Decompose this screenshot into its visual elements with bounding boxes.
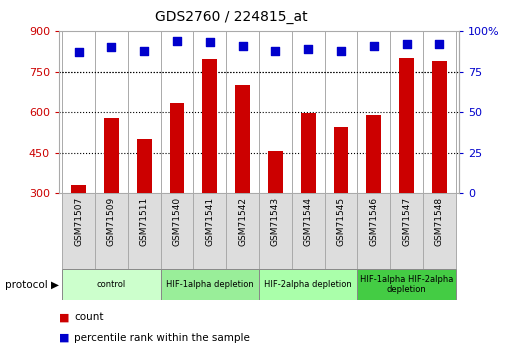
Bar [399,58,414,193]
Bar [358,193,390,269]
Point [436,41,444,47]
Text: GSM71548: GSM71548 [435,197,444,246]
Bar [366,115,381,193]
Text: control: control [97,280,126,289]
Point [271,48,280,53]
Point [107,45,115,50]
Text: ■: ■ [59,333,69,343]
Point [74,49,83,55]
Bar [301,113,315,193]
Text: GSM71545: GSM71545 [337,197,346,246]
Text: HIF-2alpha depletion: HIF-2alpha depletion [264,280,352,289]
Bar [423,193,456,269]
Text: HIF-1alpha HIF-2alpha
depletion: HIF-1alpha HIF-2alpha depletion [360,275,453,294]
Bar [71,185,86,193]
Bar [333,127,348,193]
Bar [235,85,250,193]
Text: GSM71507: GSM71507 [74,197,83,246]
Bar [358,269,456,300]
Bar [137,139,152,193]
Text: GSM71547: GSM71547 [402,197,411,246]
Text: HIF-1alpha depletion: HIF-1alpha depletion [166,280,254,289]
Bar [170,103,185,193]
Bar [226,193,259,269]
Bar [161,193,193,269]
Text: GSM71544: GSM71544 [304,197,313,246]
Text: GSM71540: GSM71540 [172,197,182,246]
Text: protocol ▶: protocol ▶ [5,280,59,289]
Bar [268,151,283,193]
Text: GSM71543: GSM71543 [271,197,280,246]
Text: ■: ■ [59,313,69,322]
Bar [390,193,423,269]
Text: GSM71511: GSM71511 [140,197,149,246]
Bar [104,118,119,193]
Bar [432,61,447,193]
Text: GDS2760 / 224815_at: GDS2760 / 224815_at [154,10,307,24]
Point [140,48,148,53]
Text: count: count [74,313,104,322]
Bar [62,193,95,269]
Bar [193,193,226,269]
Point [370,43,378,48]
Text: GSM71542: GSM71542 [238,197,247,246]
Bar [292,193,325,269]
Point [403,41,411,47]
Text: GSM71546: GSM71546 [369,197,379,246]
Text: percentile rank within the sample: percentile rank within the sample [74,333,250,343]
Bar [259,269,358,300]
Text: GSM71541: GSM71541 [205,197,214,246]
Bar [325,193,358,269]
Point [173,38,181,43]
Point [239,43,247,48]
Point [304,46,312,52]
Bar [259,193,292,269]
Point [206,40,214,45]
Bar [95,193,128,269]
Bar [62,269,161,300]
Text: GSM71509: GSM71509 [107,197,116,246]
Bar [161,269,259,300]
Bar [203,59,217,193]
Bar [128,193,161,269]
Point [337,48,345,53]
